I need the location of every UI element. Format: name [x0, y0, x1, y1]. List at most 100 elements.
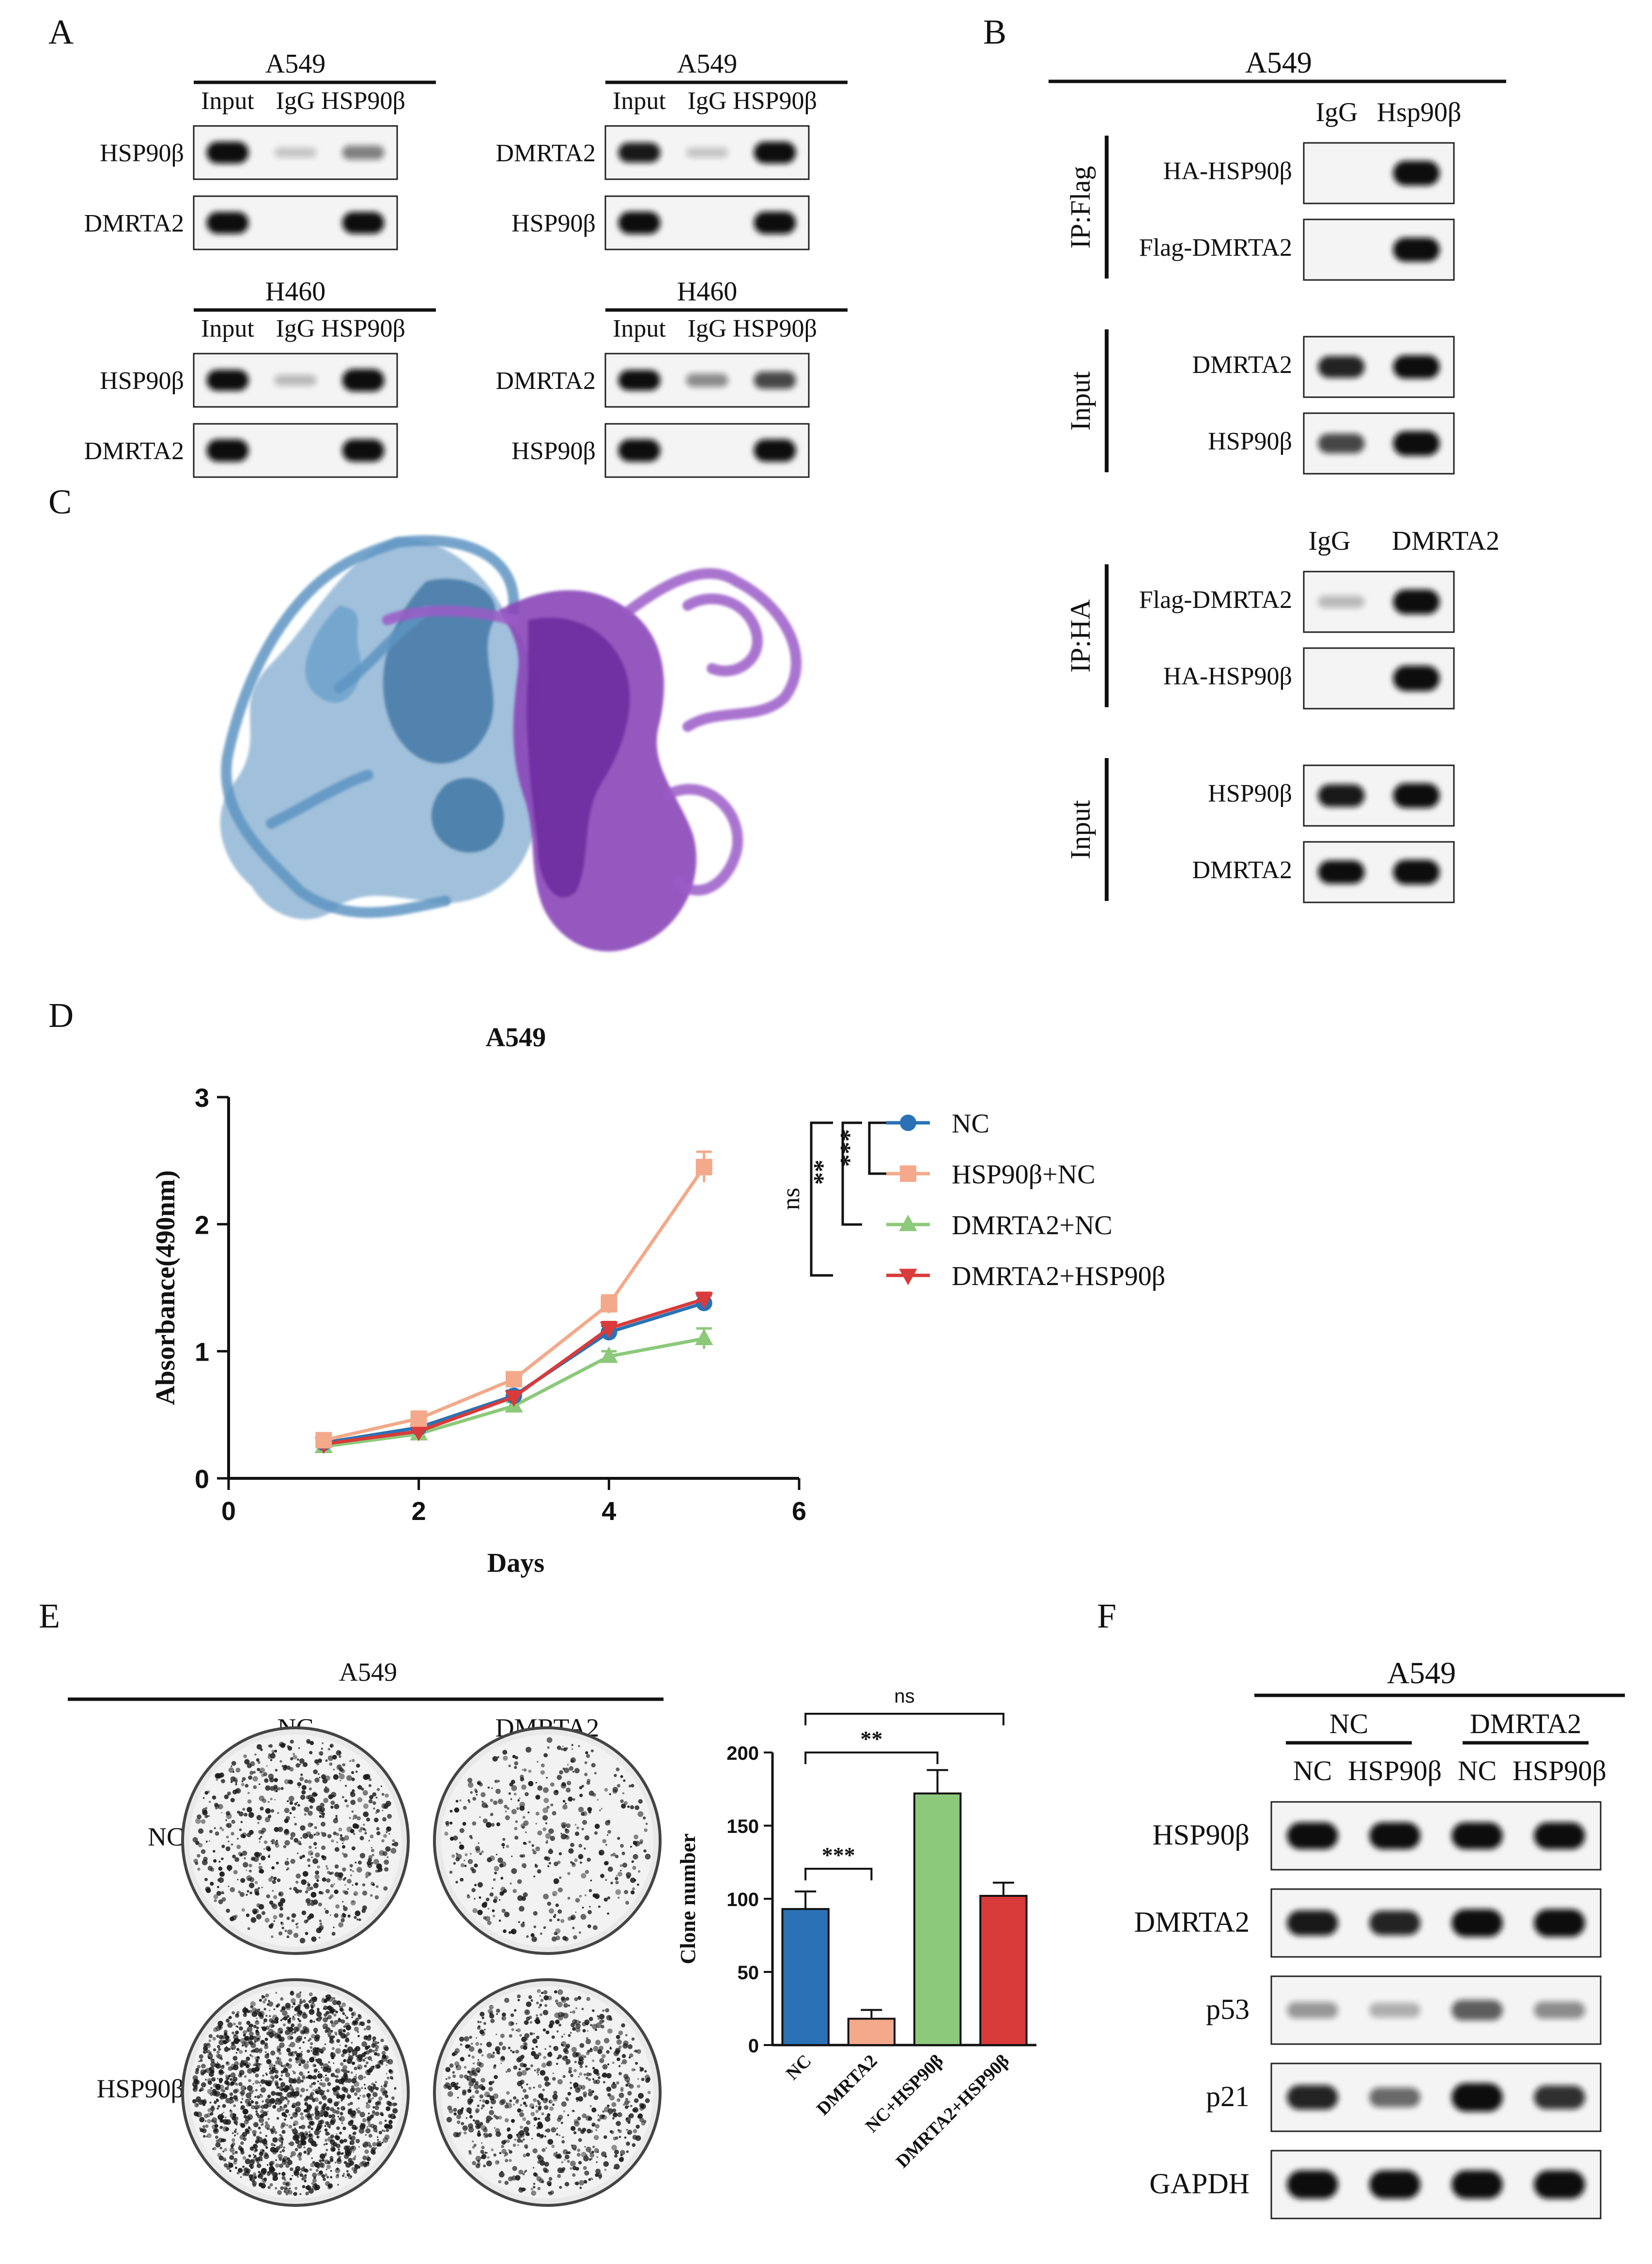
colony [376, 1827, 380, 1831]
colony [260, 1806, 264, 1811]
colony [216, 1778, 218, 1781]
colony [524, 2144, 528, 2149]
colony [216, 2078, 219, 2079]
colony [273, 2064, 276, 2067]
colony [325, 2106, 330, 2111]
colony [588, 1889, 592, 1892]
colony [638, 1799, 643, 1804]
colony [330, 2107, 334, 2111]
colony [254, 2062, 259, 2067]
colony [256, 2163, 262, 2169]
blot-strip [1270, 1888, 1602, 1958]
colony [519, 1854, 523, 1858]
colony [275, 2163, 279, 2168]
colony [299, 1763, 301, 1765]
colony [377, 2042, 379, 2044]
colony [259, 1999, 262, 2002]
colony [237, 1878, 239, 1880]
colony [331, 1932, 336, 1936]
colony [356, 1764, 360, 1768]
colony [492, 1909, 495, 1912]
colony [341, 2093, 346, 2098]
colony [559, 2186, 562, 2189]
colony [332, 2000, 338, 2005]
chart-title: A549 [486, 1023, 546, 1053]
colony [616, 2121, 621, 2126]
colony [371, 1848, 375, 1852]
colony [570, 2087, 572, 2090]
blot-band [1393, 666, 1440, 691]
colony [597, 1799, 599, 1801]
colony [260, 2109, 264, 2114]
colony [228, 2075, 231, 2078]
colony [325, 2074, 327, 2077]
lane-label: HSP90β [733, 87, 817, 115]
colony [493, 1899, 497, 1903]
docking-structure-image [220, 535, 802, 952]
colony [599, 1809, 601, 1812]
colony [289, 2091, 293, 2095]
colony [306, 1831, 311, 1837]
colony [557, 1918, 560, 1922]
colony [321, 2107, 325, 2111]
colony [258, 1852, 262, 1856]
colony [491, 2148, 494, 2152]
colony [543, 2056, 546, 2059]
colony [347, 2070, 350, 2073]
colony [267, 2083, 271, 2087]
colony [307, 2049, 310, 2053]
colony [223, 2119, 229, 2125]
colony [253, 1785, 257, 1789]
colony [285, 2109, 289, 2113]
colony [540, 2070, 546, 2076]
colony [644, 2070, 647, 2073]
colony [238, 2050, 243, 2054]
colony [593, 2095, 599, 2100]
colony [525, 2170, 527, 2172]
colony [320, 2153, 325, 2159]
colony [581, 1873, 587, 1879]
colony [337, 2107, 340, 2110]
colony [614, 2154, 618, 2158]
data-point [506, 1371, 522, 1388]
colony [523, 1892, 528, 1897]
colony [546, 1806, 550, 1809]
colony [517, 2080, 523, 2087]
colony [457, 2109, 463, 2115]
colony [557, 2079, 563, 2085]
colony [253, 2037, 259, 2042]
colony [325, 1865, 328, 1867]
colony [605, 1862, 608, 1865]
colony [338, 2018, 342, 2022]
colony [580, 1861, 582, 1864]
colony [273, 1876, 277, 1880]
colony [320, 2048, 322, 2050]
colony [524, 2033, 530, 2039]
colony [264, 2054, 270, 2059]
row-label: Flag-DMRTA2 [1139, 234, 1292, 262]
colony [285, 2097, 288, 2101]
blot-strip [1303, 336, 1455, 398]
colony [498, 2042, 503, 2046]
blot-strip [1270, 1801, 1602, 1871]
colony [594, 2148, 599, 2153]
colony [537, 2100, 540, 2103]
colony [474, 1898, 476, 1900]
colony [521, 2070, 527, 2076]
colony [366, 1817, 371, 1822]
colony [308, 1795, 313, 1800]
data-point [900, 1165, 916, 1182]
colony [295, 2101, 301, 2107]
colony [256, 1758, 260, 1762]
colony [533, 1875, 536, 1877]
colony [630, 1877, 636, 1883]
colony [511, 2028, 514, 2031]
colony [627, 1805, 630, 1808]
colony [479, 2062, 484, 2068]
colony [350, 1900, 356, 1906]
colony [298, 2019, 301, 2023]
colony [580, 2054, 585, 2059]
colony [280, 1898, 286, 1904]
data-point [600, 1321, 618, 1338]
